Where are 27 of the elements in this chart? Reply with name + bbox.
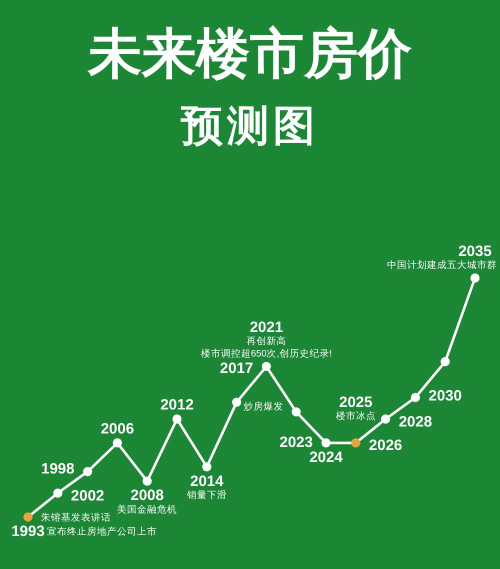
category-label: 2008 [130, 487, 164, 504]
category-label: 2035 [458, 243, 492, 260]
category-label: 2030 [428, 388, 462, 405]
annotation: 炒房爆发 [244, 402, 284, 413]
category-label: 1998 [41, 460, 74, 478]
category-label: 2002 [70, 488, 104, 505]
category-label: 2021 [250, 318, 284, 336]
title: 未来楼市房价 [88, 24, 412, 84]
annotation: 销量下滑 [186, 490, 227, 501]
category-label: 2023 [280, 434, 313, 451]
category-label: 2012 [160, 396, 194, 414]
category-label: 2025 [339, 394, 372, 411]
category-label: 2014 [190, 472, 224, 490]
category-label: 2017 [220, 360, 254, 377]
annotation: 美国金融危机 [117, 504, 178, 516]
annotation: 再创新高 [246, 336, 286, 348]
category-label: 1993 [11, 523, 45, 540]
annotation: 楼市调控超650次,创历史纪录! [200, 348, 332, 360]
annotation: 宣布终止房地产公司上市 [47, 526, 157, 538]
category-label: 2026 [368, 437, 402, 454]
annotation: 朱镕基发表讲话 [41, 512, 111, 524]
category-label: 2024 [309, 448, 343, 466]
subtitle: 预测图 [181, 102, 319, 149]
category-label: 2028 [398, 414, 432, 430]
annotation: 中国计划建成五大城市群 [387, 260, 497, 272]
category-label: 2006 [100, 420, 134, 438]
annotation: 楼市冰点 [336, 411, 376, 422]
